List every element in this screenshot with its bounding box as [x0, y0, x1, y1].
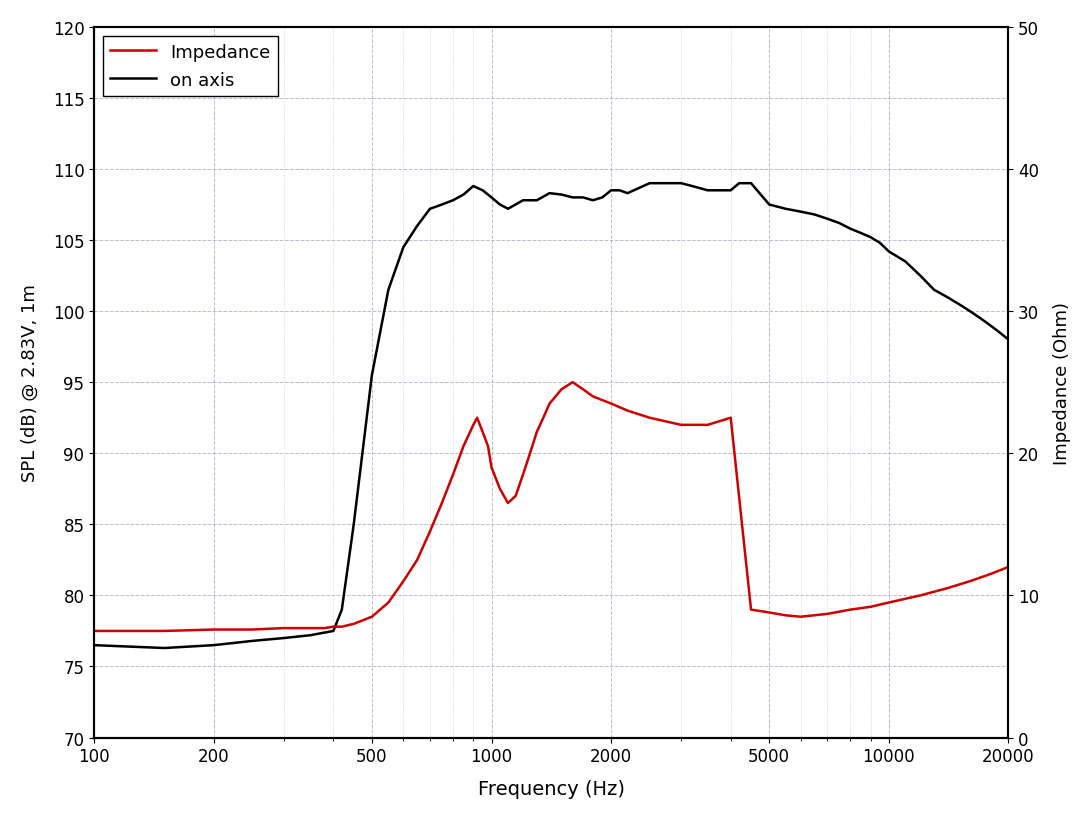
- on axis: [1001, 335, 1014, 345]
- on axis: [596, 193, 609, 203]
- X-axis label: Frequency (Hz): Frequency (Hz): [478, 779, 625, 799]
- Impedance: [396, 577, 410, 586]
- on axis: [157, 643, 170, 653]
- on axis: [476, 186, 489, 196]
- on axis: [87, 640, 100, 650]
- Line: Impedance: Impedance: [94, 382, 1008, 631]
- Impedance: [984, 569, 997, 579]
- on axis: [613, 186, 626, 196]
- Line: on axis: on axis: [94, 184, 1008, 648]
- on axis: [808, 210, 821, 220]
- Impedance: [87, 627, 100, 636]
- on axis: [993, 328, 1006, 338]
- Impedance: [347, 619, 360, 629]
- Y-axis label: SPL (dB) @ 2.83V, 1m: SPL (dB) @ 2.83V, 1m: [21, 284, 39, 482]
- Impedance: [1001, 563, 1014, 572]
- on axis: [643, 179, 656, 189]
- on axis: [494, 201, 507, 210]
- Legend: Impedance, on axis: Impedance, on axis: [104, 37, 277, 97]
- Impedance: [882, 598, 895, 608]
- Impedance: [304, 623, 317, 633]
- Impedance: [471, 414, 484, 423]
- Y-axis label: Impedance (Ohm): Impedance (Ohm): [1053, 301, 1071, 464]
- Impedance: [566, 378, 579, 387]
